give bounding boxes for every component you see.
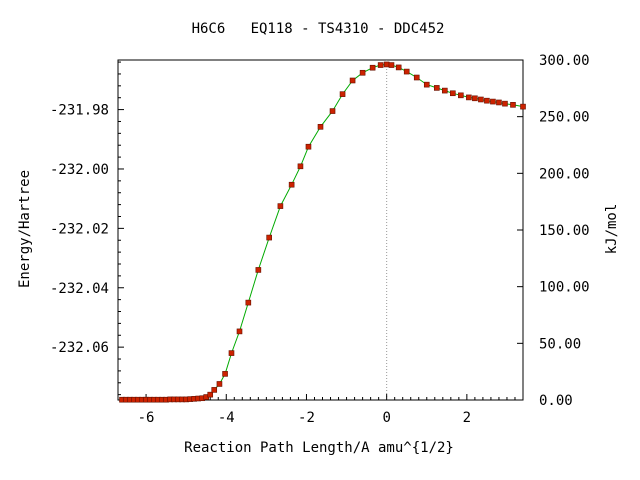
x-tick-label: 0 xyxy=(382,410,390,426)
data-point xyxy=(520,103,526,110)
y-left-tick-label: -232.00 xyxy=(50,162,109,178)
plot-frame xyxy=(117,59,524,401)
data-point xyxy=(297,163,304,170)
y-left-tick-label: -232.04 xyxy=(50,281,109,297)
y-right-tick-label: 0.00 xyxy=(539,393,573,409)
data-point xyxy=(395,64,402,71)
y-right-tick-label: 200.00 xyxy=(539,166,590,182)
y-right-tick-label: 250.00 xyxy=(539,110,590,126)
chart-title: H6C6 EQ118 - TS4310 - DDC452 xyxy=(192,21,445,37)
data-point xyxy=(490,98,496,105)
y-axis-label-left: Energy/Hartree xyxy=(17,170,33,288)
x-tick-label: 2 xyxy=(463,410,471,426)
data-point xyxy=(377,62,384,68)
x-tick-label: -2 xyxy=(298,410,315,426)
data-point xyxy=(472,95,478,102)
data-point xyxy=(450,90,456,97)
y-left-tick-label: -232.06 xyxy=(50,340,109,356)
data-point xyxy=(236,328,243,335)
y-right-tick-label: 150.00 xyxy=(539,223,590,239)
data-point xyxy=(339,91,346,97)
y-axis-label-right: kJ/mol xyxy=(604,204,620,255)
data-point xyxy=(478,96,484,103)
plot-area: -6 -4 -2 0 2 -231.98 -232.00 -232.02 -232.04 -232… xyxy=(50,53,590,426)
data-point xyxy=(403,68,410,75)
y-right-tick-label: 300.00 xyxy=(539,53,590,69)
data-point xyxy=(458,92,464,99)
x-tick-label: -6 xyxy=(138,410,155,426)
data-point xyxy=(305,143,312,150)
data-point xyxy=(329,108,336,114)
data-point xyxy=(288,181,295,188)
data-point xyxy=(255,267,262,273)
data-point xyxy=(207,391,214,398)
data-point xyxy=(266,234,272,241)
data-point xyxy=(369,64,376,71)
x-tick-label: -4 xyxy=(218,410,235,426)
x-axis-label: Reaction Path Length/A amu^{1/2} xyxy=(184,440,454,456)
data-point xyxy=(466,94,472,101)
data-point xyxy=(433,85,440,91)
y-right-tick-label: 100.00 xyxy=(539,280,590,296)
y-left-tick-label: -231.98 xyxy=(50,103,109,119)
data-point xyxy=(245,299,252,306)
energy-profile-line xyxy=(122,63,524,401)
data-point xyxy=(423,81,430,88)
data-point xyxy=(413,74,420,81)
data-point xyxy=(388,62,395,68)
data-point xyxy=(484,97,490,104)
data-point xyxy=(383,61,390,68)
data-point xyxy=(442,87,448,94)
data-point xyxy=(510,102,516,108)
data-point xyxy=(228,350,235,356)
data-point xyxy=(502,100,508,107)
y-right-tick-label: 50.00 xyxy=(539,336,581,352)
data-point xyxy=(496,99,502,106)
data-point xyxy=(317,124,324,130)
data-point xyxy=(277,203,284,209)
data-point xyxy=(211,387,218,393)
data-point xyxy=(359,69,366,76)
data-point xyxy=(216,381,223,387)
y-left-tick-label: -232.02 xyxy=(50,221,109,237)
data-point xyxy=(349,77,356,84)
data-point xyxy=(222,371,228,377)
